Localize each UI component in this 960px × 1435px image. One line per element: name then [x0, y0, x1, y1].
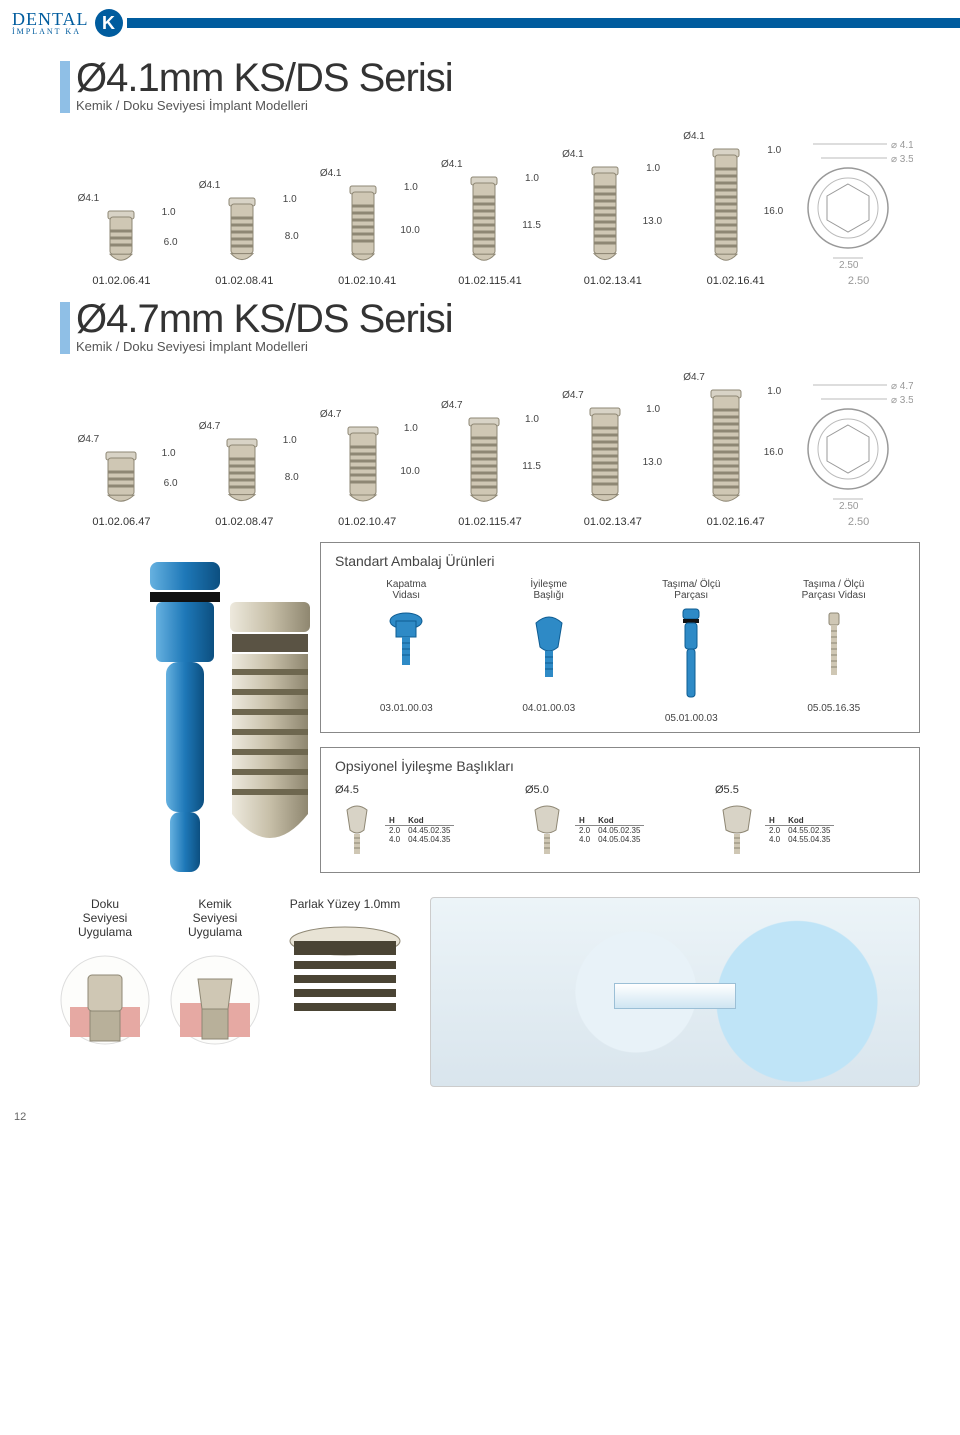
series-47-subtitle: Kemik / Doku Seviyesi İmplant Modelleri [76, 339, 453, 354]
optional-group: Ø5.0 HKod2.004.05.02.354.004.05.04.35 [525, 784, 715, 860]
pack-item-code: 05.01.00.03 [620, 713, 763, 724]
heading-marker [60, 302, 70, 354]
series-47-heading: Ø4.7mm KS/DS Serisi Kemik / Doku Seviyes… [60, 299, 920, 354]
implant-col: Ø4.7 1.0 13.0 [545, 394, 666, 512]
svg-text:⌀ 4.1: ⌀ 4.1 [891, 140, 913, 151]
svg-text:⌀ 4.7: ⌀ 4.7 [891, 381, 913, 392]
implant-col: Ø4.7 1.0 10.0 [302, 413, 423, 512]
doku-seviyesi: DokuSeviyesiUygulama [60, 897, 150, 1055]
pack-item-label: Taşıma / ÖlçüParçası Vidası [763, 579, 906, 603]
brand-line1: DENTAL [12, 9, 89, 29]
implant-code: 01.02.06.41 [60, 275, 183, 287]
implant-code: 01.02.13.41 [551, 275, 674, 287]
series-41-title: Ø4.1mm KS/DS Serisi [76, 58, 453, 98]
optional-group: Ø5.5 HKod2.004.55.02.354.004.55.04.35 [715, 784, 905, 860]
standard-pack-row: KapatmaVidası03.01.00.03İyileşmeBaşlığı0… [335, 579, 905, 724]
svg-text:2.50: 2.50 [839, 260, 859, 268]
kemik-seviyesi: KemikSeviyesiUygulama [170, 897, 260, 1055]
bottom-row: DokuSeviyesiUygulama KemikSeviyesiUygula… [60, 897, 920, 1087]
implant-col: Ø4.1 1.0 16.0 [666, 135, 787, 271]
optional-group: Ø4.5 HKod2.004.45.02.354.004.45.04.35 [335, 784, 525, 860]
implant-code: 01.02.10.41 [306, 275, 429, 287]
series-41-codes: 01.02.06.4101.02.08.4101.02.10.4101.02.1… [60, 275, 920, 287]
implant-code: 01.02.16.41 [674, 275, 797, 287]
implant-top-view: ⌀ 4.7 ⌀ 3.5 2.50 [787, 369, 920, 512]
product-render-large [120, 542, 360, 902]
kemik-label: KemikSeviyesiUygulama [170, 897, 260, 939]
implant-code: 01.02.10.47 [306, 516, 429, 528]
series-41-row: Ø4.1 1.0 6.0 Ø4.1 1.0 8.0 Ø4.1 1.0 [60, 121, 920, 271]
pack-item: Taşıma/ ÖlçüParçası 05.01.00.03 [620, 579, 763, 724]
implant-code: 01.02.115.41 [429, 275, 552, 287]
pack-item-code: 04.01.00.03 [478, 703, 621, 714]
brand-bar: DENTAL İMPLANT KA K [0, 0, 960, 46]
optional-table: HKod2.004.05.02.354.004.05.04.35 [575, 816, 644, 844]
top-width-code: 2.50 [797, 516, 920, 528]
series-47-row: Ø4.7 1.0 6.0 Ø4.7 1.0 8.0 Ø4.7 1.0 [60, 362, 920, 512]
brand-rule [127, 18, 960, 28]
pack-item-label: İyileşmeBaşlığı [478, 579, 621, 603]
pack-item-label: Taşıma/ ÖlçüParçası [620, 579, 763, 603]
page-number: 12 [0, 1097, 960, 1123]
implant-col: Ø4.1 1.0 6.0 [60, 197, 181, 271]
optional-dia: Ø5.5 [715, 784, 905, 796]
doku-label: DokuSeviyesiUygulama [60, 897, 150, 939]
implant-code: 01.02.06.47 [60, 516, 183, 528]
svg-text:⌀ 3.5: ⌀ 3.5 [891, 154, 913, 165]
pack-item: İyileşmeBaşlığı 04.01.00.03 [478, 579, 621, 724]
implant-col: Ø4.7 1.0 11.5 [423, 404, 544, 512]
implant-code: 01.02.08.41 [183, 275, 306, 287]
top-width-code: 2.50 [797, 275, 920, 287]
optional-dia: Ø4.5 [335, 784, 525, 796]
standard-pack-title: Standart Ambalaj Ürünleri [335, 553, 905, 569]
brand-line2: İMPLANT KA [12, 28, 89, 36]
implant-code: 01.02.08.47 [183, 516, 306, 528]
implant-col: Ø4.1 1.0 11.5 [423, 163, 544, 271]
kemik-icon [170, 945, 260, 1055]
series-47-title: Ø4.7mm KS/DS Serisi [76, 299, 453, 339]
svg-text:2.50: 2.50 [839, 501, 859, 509]
implant-col: Ø4.7 1.0 8.0 [181, 425, 302, 512]
optional-box: Opsiyonel İyileşme Başlıkları Ø4.5 HKod2… [320, 747, 920, 873]
series-47-codes: 01.02.06.4701.02.08.4701.02.10.4701.02.1… [60, 516, 920, 528]
doku-icon [60, 945, 150, 1055]
series-41-subtitle: Kemik / Doku Seviyesi İmplant Modelleri [76, 98, 453, 113]
implant-col: Ø4.1 1.0 8.0 [181, 184, 302, 271]
packaging-photo [430, 897, 920, 1087]
implant-col: Ø4.7 1.0 16.0 [666, 376, 787, 512]
brand-text: DENTAL İMPLANT KA [0, 10, 89, 36]
implant-top-view: ⌀ 4.1 ⌀ 3.5 2.50 [787, 128, 920, 271]
parlak-icon [280, 917, 410, 1027]
standard-pack-box: Standart Ambalaj Ürünleri KapatmaVidası0… [320, 542, 920, 733]
optional-dia: Ø5.0 [525, 784, 715, 796]
svg-text:⌀ 3.5: ⌀ 3.5 [891, 395, 913, 406]
optional-title: Opsiyonel İyileşme Başlıkları [335, 758, 905, 774]
optional-table: HKod2.004.55.02.354.004.55.04.35 [765, 816, 834, 844]
implant-code: 01.02.13.47 [551, 516, 674, 528]
implant-code: 01.02.115.47 [429, 516, 552, 528]
parlak-yuzey: Parlak Yüzey 1.0mm [280, 897, 410, 1027]
optional-row: Ø4.5 HKod2.004.45.02.354.004.45.04.35 Ø5… [335, 784, 905, 860]
optional-table: HKod2.004.45.02.354.004.45.04.35 [385, 816, 454, 844]
implant-col: Ø4.1 1.0 13.0 [545, 153, 666, 271]
pack-item: Taşıma / ÖlçüParçası Vidası 05.05.16.35 [763, 579, 906, 724]
implant-code: 01.02.16.47 [674, 516, 797, 528]
implant-col: Ø4.7 1.0 6.0 [60, 438, 181, 512]
brand-mark: K [95, 9, 123, 37]
heading-marker [60, 61, 70, 113]
series-41-heading: Ø4.1mm KS/DS Serisi Kemik / Doku Seviyes… [60, 58, 920, 113]
implant-col: Ø4.1 1.0 10.0 [302, 172, 423, 271]
pack-item-code: 05.05.16.35 [763, 703, 906, 714]
